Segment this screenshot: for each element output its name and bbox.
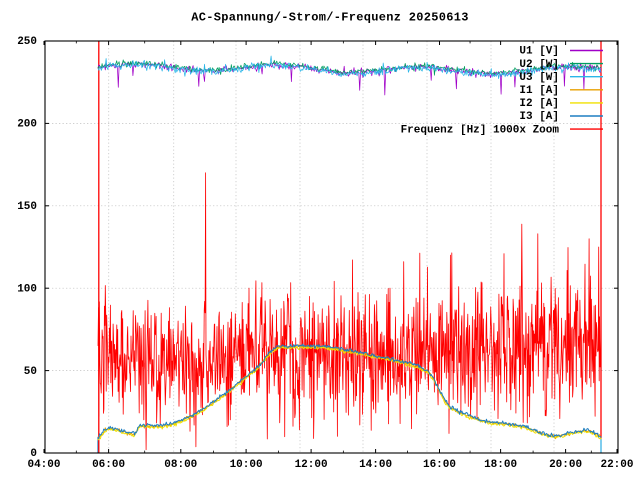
svg-text:U2 [W]: U2 [W] bbox=[519, 59, 559, 71]
svg-text:U1 [V]: U1 [V] bbox=[519, 46, 559, 58]
svg-text:U3 [W]: U3 [W] bbox=[519, 72, 559, 84]
svg-text:16:00: 16:00 bbox=[423, 459, 456, 471]
svg-text:08:00: 08:00 bbox=[164, 459, 197, 471]
svg-text:10:00: 10:00 bbox=[230, 459, 263, 471]
svg-text:150: 150 bbox=[17, 201, 37, 213]
svg-text:06:00: 06:00 bbox=[92, 459, 125, 471]
svg-text:AC-Spannung/-Strom/-Frequenz 2: AC-Spannung/-Strom/-Frequenz 20250613 bbox=[191, 11, 469, 25]
svg-text:Frequenz [Hz] 1000x Zoom: Frequenz [Hz] 1000x Zoom bbox=[401, 124, 560, 136]
svg-text:18:00: 18:00 bbox=[484, 459, 517, 471]
svg-text:14:00: 14:00 bbox=[359, 459, 392, 471]
svg-text:20:00: 20:00 bbox=[549, 459, 582, 471]
svg-text:100: 100 bbox=[17, 283, 37, 295]
svg-text:12:00: 12:00 bbox=[295, 459, 328, 471]
svg-text:250: 250 bbox=[17, 36, 37, 48]
svg-text:I3 [A]: I3 [A] bbox=[519, 111, 559, 123]
svg-text:200: 200 bbox=[17, 119, 37, 131]
svg-text:I1 [A]: I1 [A] bbox=[519, 85, 559, 97]
svg-text:I2 [A]: I2 [A] bbox=[519, 98, 559, 110]
svg-text:04:00: 04:00 bbox=[27, 459, 60, 471]
svg-text:22:00: 22:00 bbox=[600, 459, 633, 471]
svg-text:50: 50 bbox=[24, 366, 37, 378]
